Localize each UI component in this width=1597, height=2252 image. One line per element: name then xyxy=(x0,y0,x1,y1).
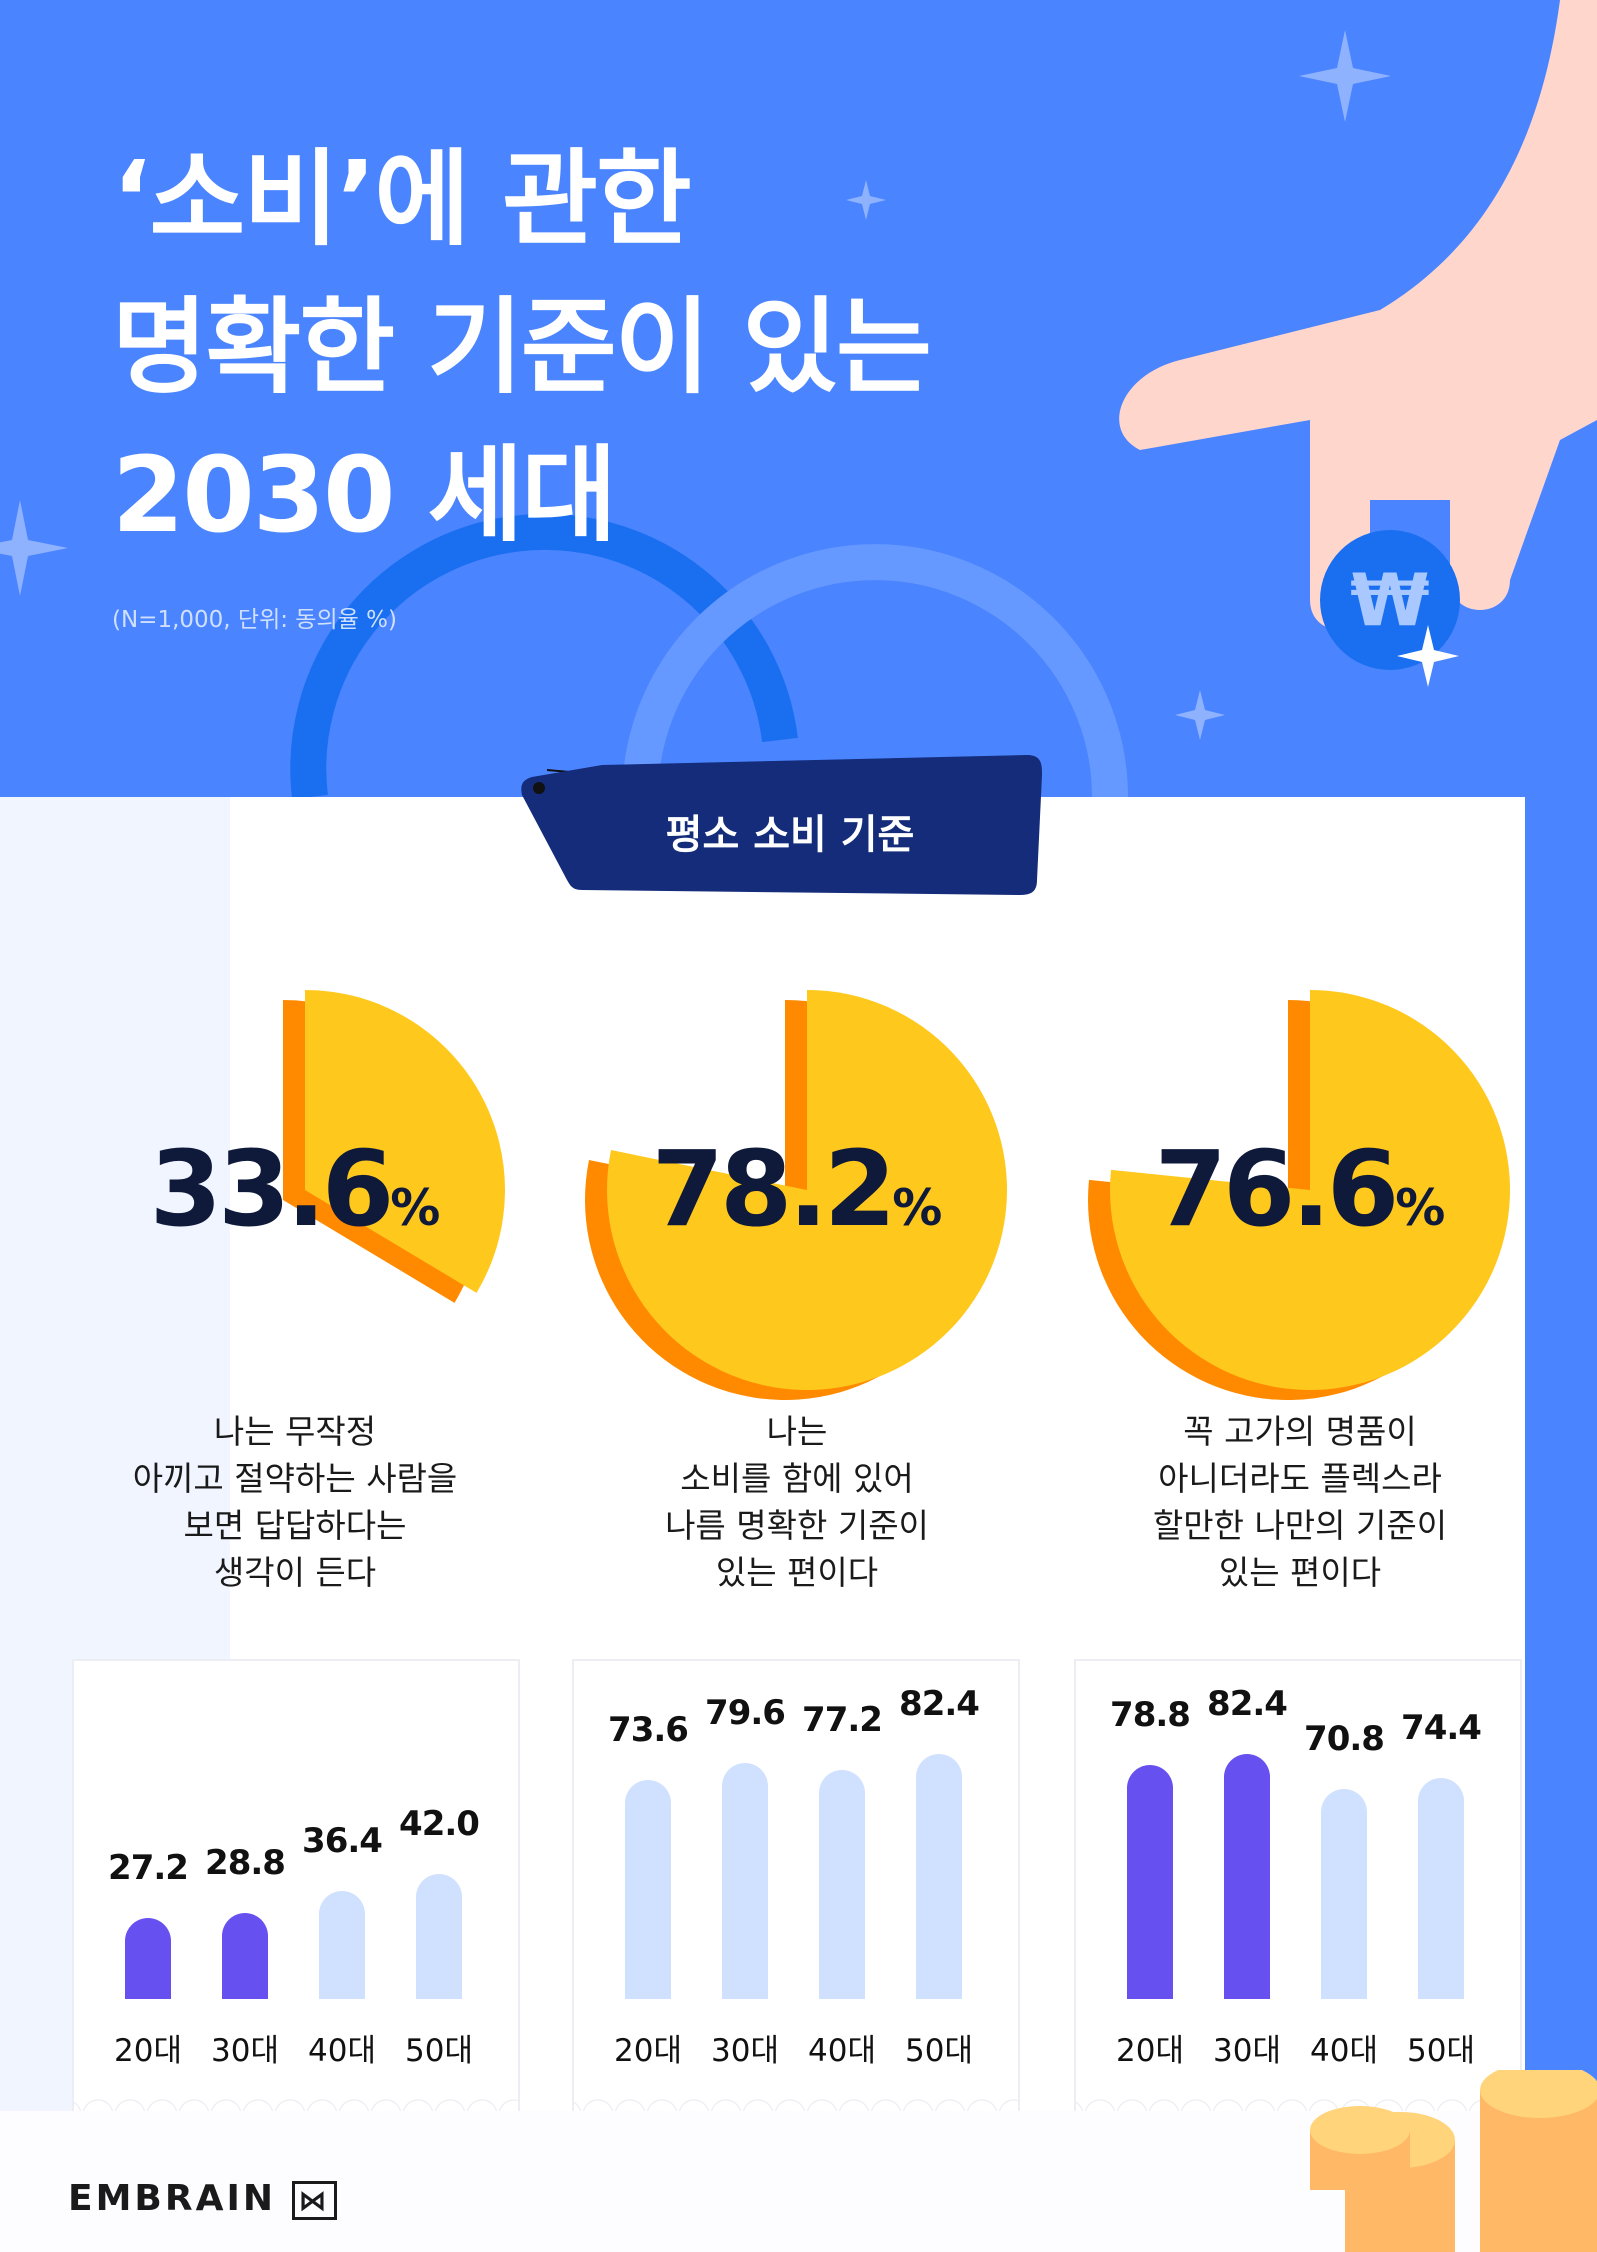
age-group-label: 50대 xyxy=(905,2033,973,2069)
bar-value-label: 78.8 xyxy=(1110,1694,1191,1735)
price-tag xyxy=(521,755,1042,895)
statement-line: 나름 명확한 기준이 xyxy=(665,1506,929,1545)
age-group-label: 30대 xyxy=(1213,2033,1281,2069)
title-line: 2030 세대 xyxy=(112,434,617,556)
statement-line: 할만한 나만의 기준이 xyxy=(1152,1506,1448,1545)
bar-value-label: 77.2 xyxy=(802,1699,883,1740)
pie-slice xyxy=(1109,990,1510,1390)
bar xyxy=(1418,1778,1464,1999)
ring-decoration xyxy=(290,513,798,800)
sparkle-icon xyxy=(1299,30,1391,122)
age-group-label: 20대 xyxy=(114,2033,182,2069)
statement-line: 아끼고 절약하는 사람을 xyxy=(132,1459,458,1498)
title-line: ‘소비’에 관한 xyxy=(112,138,692,260)
bar xyxy=(1224,1754,1270,1999)
ring-decoration xyxy=(622,544,1128,798)
statement-line: 아니더라도 플렉스라 xyxy=(1158,1459,1442,1498)
bar xyxy=(416,1874,462,1999)
pie-charts xyxy=(283,990,1510,1400)
pie-slice xyxy=(607,990,1007,1390)
sample-note: (N=1,000, 단위: 동의율 %) xyxy=(112,607,397,633)
decorations: ₩ xyxy=(0,0,1597,800)
bar-value-label: 28.8 xyxy=(205,1843,286,1884)
section-tag-label: 평소 소비 기준 xyxy=(665,812,915,858)
sparkle-icon xyxy=(0,500,68,596)
statement-line: 나는 무작정 xyxy=(213,1412,377,1451)
svg-text:₩: ₩ xyxy=(1350,558,1429,642)
statement-line: 생각이 든다 xyxy=(213,1553,377,1592)
percent-value: 78.2% xyxy=(651,1128,943,1250)
bar-value-label: 42.0 xyxy=(399,1804,480,1845)
age-group-label: 20대 xyxy=(614,2033,682,2069)
percent-value: 33.6% xyxy=(149,1128,441,1250)
age-group-label: 50대 xyxy=(405,2033,473,2069)
sparkle-icon xyxy=(1397,625,1459,687)
coin-stack-illustration xyxy=(1310,2070,1597,2252)
statement-line: 있는 편이다 xyxy=(1218,1553,1382,1592)
bar xyxy=(819,1769,865,1999)
statement-line: 소비를 함에 있어 xyxy=(680,1459,914,1498)
embrain-logo: EMBRAIN ⋈ xyxy=(68,2178,337,2220)
bar xyxy=(722,1762,768,1999)
bar xyxy=(222,1913,268,1999)
age-group-label: 50대 xyxy=(1407,2033,1475,2069)
statement-line: 있는 편이다 xyxy=(715,1553,879,1592)
sparkle-icon xyxy=(1175,690,1225,740)
bar-value-label: 27.2 xyxy=(108,1848,189,1889)
statement-line: 보면 답답하다는 xyxy=(183,1506,407,1545)
hand-illustration xyxy=(1119,0,1597,630)
bar-value-label: 82.4 xyxy=(899,1684,980,1725)
bar-value-label: 74.4 xyxy=(1401,1708,1482,1749)
bar xyxy=(319,1890,365,1999)
statement-line: 꼭 고가의 명품이 xyxy=(1183,1412,1417,1451)
age-group-label: 30대 xyxy=(711,2033,779,2069)
bar-value-label: 70.8 xyxy=(1304,1718,1385,1759)
bar xyxy=(916,1754,962,1999)
page-title: ‘소비’에 관한 명확한 기준이 있는 2030 세대 xyxy=(112,125,932,569)
bar-value-label: 73.6 xyxy=(608,1710,689,1751)
bar-value-label: 82.4 xyxy=(1207,1684,1288,1725)
age-group-label: 20대 xyxy=(1116,2033,1184,2069)
bar-value-label: 79.6 xyxy=(705,1692,786,1733)
bar xyxy=(1321,1788,1367,1999)
age-group-label: 40대 xyxy=(308,2033,376,2069)
pie-slice xyxy=(305,990,506,1293)
bar-value-label: 36.4 xyxy=(302,1820,383,1861)
age-group-label: 40대 xyxy=(808,2033,876,2069)
age-group-label: 40대 xyxy=(1310,2033,1378,2069)
title-line: 명확한 기준이 있는 xyxy=(112,286,932,408)
age-bar-chart-card xyxy=(72,1659,520,2111)
coin-won-icon xyxy=(1320,530,1460,670)
percent-value: 76.6% xyxy=(1154,1128,1446,1250)
age-group-label: 30대 xyxy=(211,2033,279,2069)
bar xyxy=(625,1780,671,1999)
bar xyxy=(125,1918,171,1999)
sparkle-icon xyxy=(846,180,886,220)
statement-line: 나는 xyxy=(766,1412,828,1451)
bar xyxy=(1127,1764,1173,1999)
